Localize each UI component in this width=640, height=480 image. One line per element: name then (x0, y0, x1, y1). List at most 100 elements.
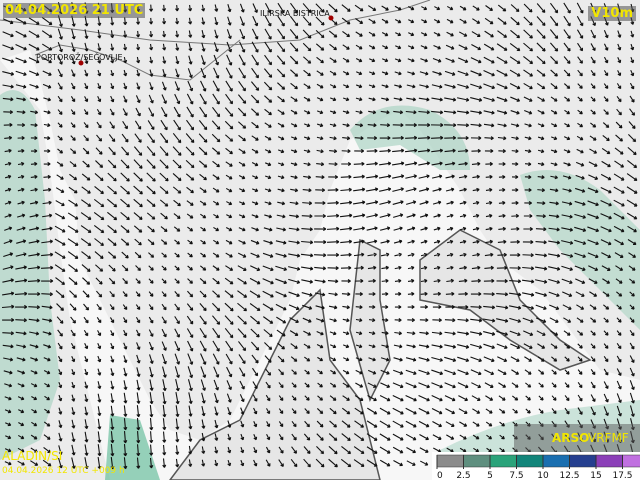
wind-arrow (173, 106, 181, 118)
wind-arrow (445, 174, 455, 179)
wind-arrow (17, 135, 25, 140)
wind-arrow (289, 15, 299, 27)
wind-arrow (123, 43, 128, 51)
wind-arrow (288, 253, 301, 258)
wind-arrow (327, 213, 340, 218)
wind-arrow (406, 460, 416, 466)
wind-arrow (379, 394, 391, 402)
wind-arrow (446, 239, 454, 244)
wind-arrow (238, 341, 247, 352)
wind-arrow (174, 291, 180, 298)
wind-arrow (459, 18, 467, 24)
wind-arrow (278, 408, 284, 414)
wind-arrow (17, 148, 25, 153)
wind-arrow (278, 421, 284, 428)
wind-arrow (524, 123, 532, 128)
wind-arrow (551, 356, 558, 362)
wind-arrow (278, 433, 284, 441)
wind-arrow (431, 148, 444, 153)
wind-arrow (577, 330, 584, 336)
wind-arrow (405, 123, 417, 128)
wind-arrow (496, 305, 509, 310)
wind-arrow (459, 213, 467, 218)
wind-arrow (162, 418, 167, 431)
wind-arrow (522, 240, 534, 245)
wind-arrow (538, 369, 545, 375)
wind-arrow (200, 213, 207, 219)
wind-arrow (291, 369, 297, 375)
wind-arrow (615, 265, 624, 271)
wind-arrow (300, 253, 314, 258)
wind-arrow (444, 369, 457, 376)
wind-arrow (366, 148, 378, 153)
wind-arrow (277, 95, 285, 103)
wind-arrow (617, 56, 622, 64)
wind-arrow (211, 120, 221, 130)
wind-arrow (123, 17, 128, 26)
wind-arrow (379, 174, 392, 179)
wind-arrow (212, 265, 220, 271)
wind-arrow (3, 370, 13, 375)
wind-arrow (603, 70, 609, 77)
wind-arrow (458, 408, 468, 414)
wind-arrow (201, 392, 206, 404)
wind-arrow (472, 213, 480, 218)
wind-arrow (380, 123, 391, 128)
run-info: 04.04.2026 12 UTC +009 h (2, 466, 125, 476)
wind-arrow (615, 134, 623, 142)
wind-arrow (548, 291, 560, 297)
wind-arrow (433, 19, 441, 24)
wind-zone (520, 170, 640, 330)
wind-arrow (509, 292, 522, 297)
wind-arrow (83, 134, 89, 142)
wind-arrow (3, 239, 13, 244)
wind-arrow (123, 56, 128, 64)
wind-arrow (225, 227, 233, 232)
wind-arrow (84, 56, 89, 65)
wind-arrow (224, 302, 234, 312)
wind-arrow (484, 30, 494, 38)
wind-arrow (577, 407, 583, 415)
wind-arrow (380, 252, 390, 257)
wind-arrow (80, 212, 92, 220)
wind-arrow (110, 16, 115, 26)
wind-arrow (214, 406, 219, 416)
wind-arrow (239, 394, 245, 403)
wind-arrow (162, 391, 167, 405)
wind-arrow (263, 240, 273, 245)
wind-arrow (134, 120, 142, 130)
wind-arrow (602, 122, 610, 129)
wind-arrow (315, 305, 325, 310)
wind-arrow (617, 43, 622, 51)
wind-arrow (316, 149, 324, 154)
wind-arrow (339, 213, 353, 218)
wind-arrow (355, 318, 363, 323)
wind-arrow (484, 136, 494, 141)
wind-arrow (576, 135, 584, 141)
wind-arrow (629, 291, 635, 297)
wind-arrow (57, 95, 63, 103)
wind-arrow (392, 135, 404, 140)
wind-arrow (123, 444, 128, 457)
wind-arrow (136, 457, 141, 469)
wind-arrow (29, 200, 39, 205)
wind-arrow (535, 304, 547, 310)
wind-arrow (484, 382, 494, 388)
wind-arrow (185, 173, 195, 181)
wind-arrow (83, 109, 89, 116)
wind-arrow (483, 305, 496, 310)
wind-arrow (186, 106, 194, 118)
wind-arrow (57, 135, 63, 141)
wind-arrow (17, 174, 25, 179)
wind-arrow (160, 119, 168, 131)
wind-arrow (67, 212, 79, 220)
wind-arrow (379, 459, 391, 467)
wind-arrow (41, 30, 53, 38)
wind-arrow (314, 292, 326, 297)
wind-arrow (445, 304, 455, 309)
wind-arrow (212, 93, 220, 105)
wind-arrow (381, 331, 389, 336)
wind-arrow (213, 239, 220, 245)
wind-arrow (394, 252, 402, 257)
wind-arrow (214, 459, 219, 467)
